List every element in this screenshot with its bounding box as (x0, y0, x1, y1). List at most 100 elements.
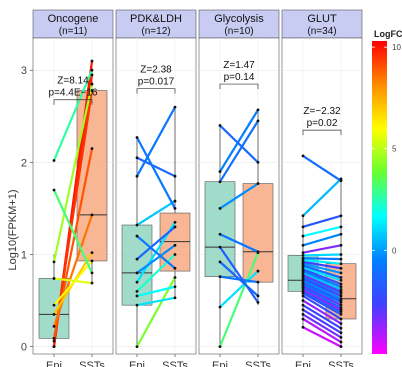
stat-p: p=0.02 (307, 118, 338, 129)
point-epi (135, 234, 139, 238)
point-ssts (339, 288, 343, 291)
point-epi (301, 308, 305, 312)
y-tick-label: 1 (21, 250, 27, 262)
point-epi (301, 325, 305, 329)
point-ssts (339, 340, 343, 344)
pair-line (135, 285, 177, 298)
pair-line (52, 259, 94, 307)
paired-lines (135, 105, 177, 348)
box-ssts (159, 107, 191, 298)
point-ssts (173, 174, 177, 178)
pair-line (218, 233, 260, 253)
point-epi (218, 305, 222, 309)
colorbar-tick-label: 5 (392, 145, 397, 154)
point-ssts (339, 326, 343, 330)
facet-title: PDK&LDH (130, 13, 182, 25)
point-epi (135, 136, 139, 139)
point-ssts (256, 119, 260, 123)
point-ssts (90, 73, 94, 77)
pair-line (301, 308, 343, 334)
point-ssts (339, 285, 343, 289)
point-epi (135, 257, 139, 261)
point-ssts (256, 280, 260, 284)
point-epi (218, 170, 222, 173)
point-ssts (90, 281, 94, 285)
point-ssts (339, 276, 343, 279)
pair-line (301, 260, 343, 270)
point-ssts (90, 147, 94, 150)
point-ssts (339, 306, 343, 310)
paired-lines (301, 154, 343, 348)
point-epi (52, 260, 56, 264)
pair-line (301, 233, 343, 247)
pair-line (301, 294, 343, 321)
point-ssts (339, 303, 343, 307)
pair-line (301, 244, 343, 254)
point-ssts (173, 220, 177, 224)
facet-title: GLUT (307, 13, 337, 25)
pair-line (301, 154, 343, 182)
point-ssts (90, 82, 94, 86)
point-ssts (256, 108, 260, 112)
point-ssts (173, 266, 177, 270)
point-epi (52, 324, 56, 328)
x-tick-label: SSTs (79, 360, 105, 367)
point-epi (301, 254, 305, 257)
point-epi (52, 312, 56, 316)
point-epi (218, 180, 222, 184)
point-epi (135, 156, 139, 160)
pair-line (52, 69, 94, 162)
pair-line (301, 284, 343, 307)
pair-line (135, 253, 177, 293)
pair-line (301, 317, 343, 344)
point-epi (135, 223, 139, 227)
point-epi (52, 303, 56, 307)
significance-bracket (219, 83, 259, 90)
colorbar-ticks: 10 5 0 (372, 43, 401, 255)
point-ssts (339, 297, 343, 301)
pair-line (301, 268, 343, 286)
point-epi (52, 345, 56, 349)
point-ssts (90, 271, 94, 275)
point-epi (135, 271, 139, 275)
pair-line (135, 199, 177, 227)
point-epi (301, 214, 305, 218)
point-epi (218, 260, 222, 264)
point-ssts (256, 250, 260, 254)
x-tick-label: Epi (46, 360, 62, 367)
stat-p: p=4.4E−16 (49, 88, 98, 99)
stat-z: Z=8.14 (57, 76, 89, 87)
facet-subtitle: (n=11) (59, 26, 87, 37)
x-tick-label: Epi (295, 360, 311, 367)
panel-glut: GLUT(n=34) Z=−2.32p=0.02 Epi SSTs (281, 9, 363, 367)
pair-line (301, 266, 343, 282)
point-epi (301, 299, 305, 302)
point-ssts (339, 253, 343, 256)
pair-line (218, 246, 260, 304)
pair-line (301, 262, 343, 275)
point-ssts (339, 262, 343, 266)
y-axis: 0 1 2 3 (21, 65, 33, 354)
colorbar-tick-label: 0 (392, 246, 397, 255)
point-epi (301, 312, 305, 316)
point-epi (218, 207, 222, 210)
pair-line (301, 288, 343, 311)
pair-line (301, 299, 343, 325)
pair-line (218, 119, 260, 183)
point-ssts (256, 294, 260, 298)
point-ssts (173, 105, 177, 109)
pair-line (218, 269, 260, 309)
point-ssts (339, 282, 343, 286)
significance-bracket (136, 88, 176, 94)
point-ssts (256, 301, 260, 304)
pair-line (218, 108, 260, 173)
point-epi (301, 234, 305, 238)
facet-strip (32, 9, 114, 39)
point-ssts (90, 68, 94, 72)
point-ssts (173, 276, 177, 279)
point-ssts (339, 225, 343, 229)
point-ssts (339, 179, 343, 183)
point-epi (218, 275, 222, 279)
point-epi (218, 345, 222, 349)
pair-line (218, 260, 260, 298)
